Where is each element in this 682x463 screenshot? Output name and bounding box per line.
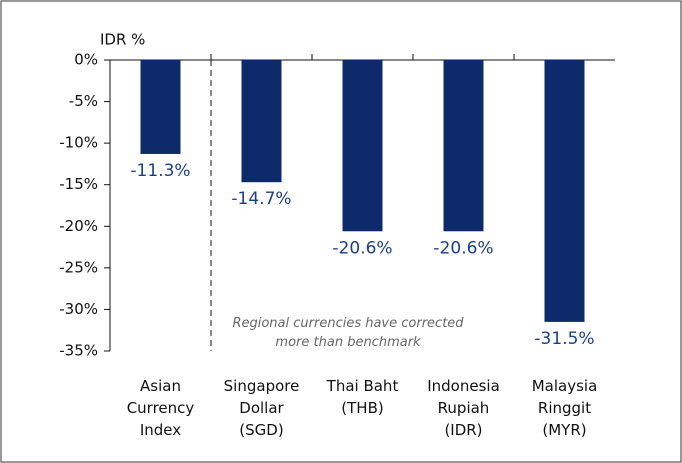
value-label: -11.3%	[130, 161, 190, 181]
y-tick-label: -15%	[59, 175, 98, 193]
bar	[544, 60, 585, 322]
annotation: Regional currencies have corrected more t…	[232, 316, 464, 350]
value-label: -14.7%	[231, 189, 291, 209]
value-label: -20.6%	[433, 238, 493, 258]
value-label: -31.5%	[534, 329, 594, 349]
x-tick-label: Singapore Dollar (SGD)	[224, 377, 300, 439]
y-tick-label: -25%	[59, 258, 98, 276]
bar	[342, 60, 383, 232]
y-tick-label: -10%	[59, 134, 98, 152]
y-tick-label: -30%	[59, 300, 98, 318]
value-label: -20.6%	[332, 238, 392, 258]
bar	[140, 60, 181, 154]
x-tick-label: Indonesia Rupiah (IDR)	[427, 377, 500, 439]
y-axis-label: IDR %	[100, 31, 145, 49]
bar	[443, 60, 484, 232]
y-tick-label: -35%	[59, 342, 98, 360]
bar	[241, 60, 282, 183]
y-tick-label: 0%	[74, 51, 98, 69]
x-tick-label: Asian Currency Index	[127, 377, 195, 439]
x-tick-label: Malaysia Ringgit (MYR)	[532, 377, 598, 439]
y-tick-label: -5%	[69, 92, 98, 110]
y-tick-label: -20%	[59, 217, 98, 235]
x-tick-label: Thai Baht (THB)	[326, 377, 399, 417]
